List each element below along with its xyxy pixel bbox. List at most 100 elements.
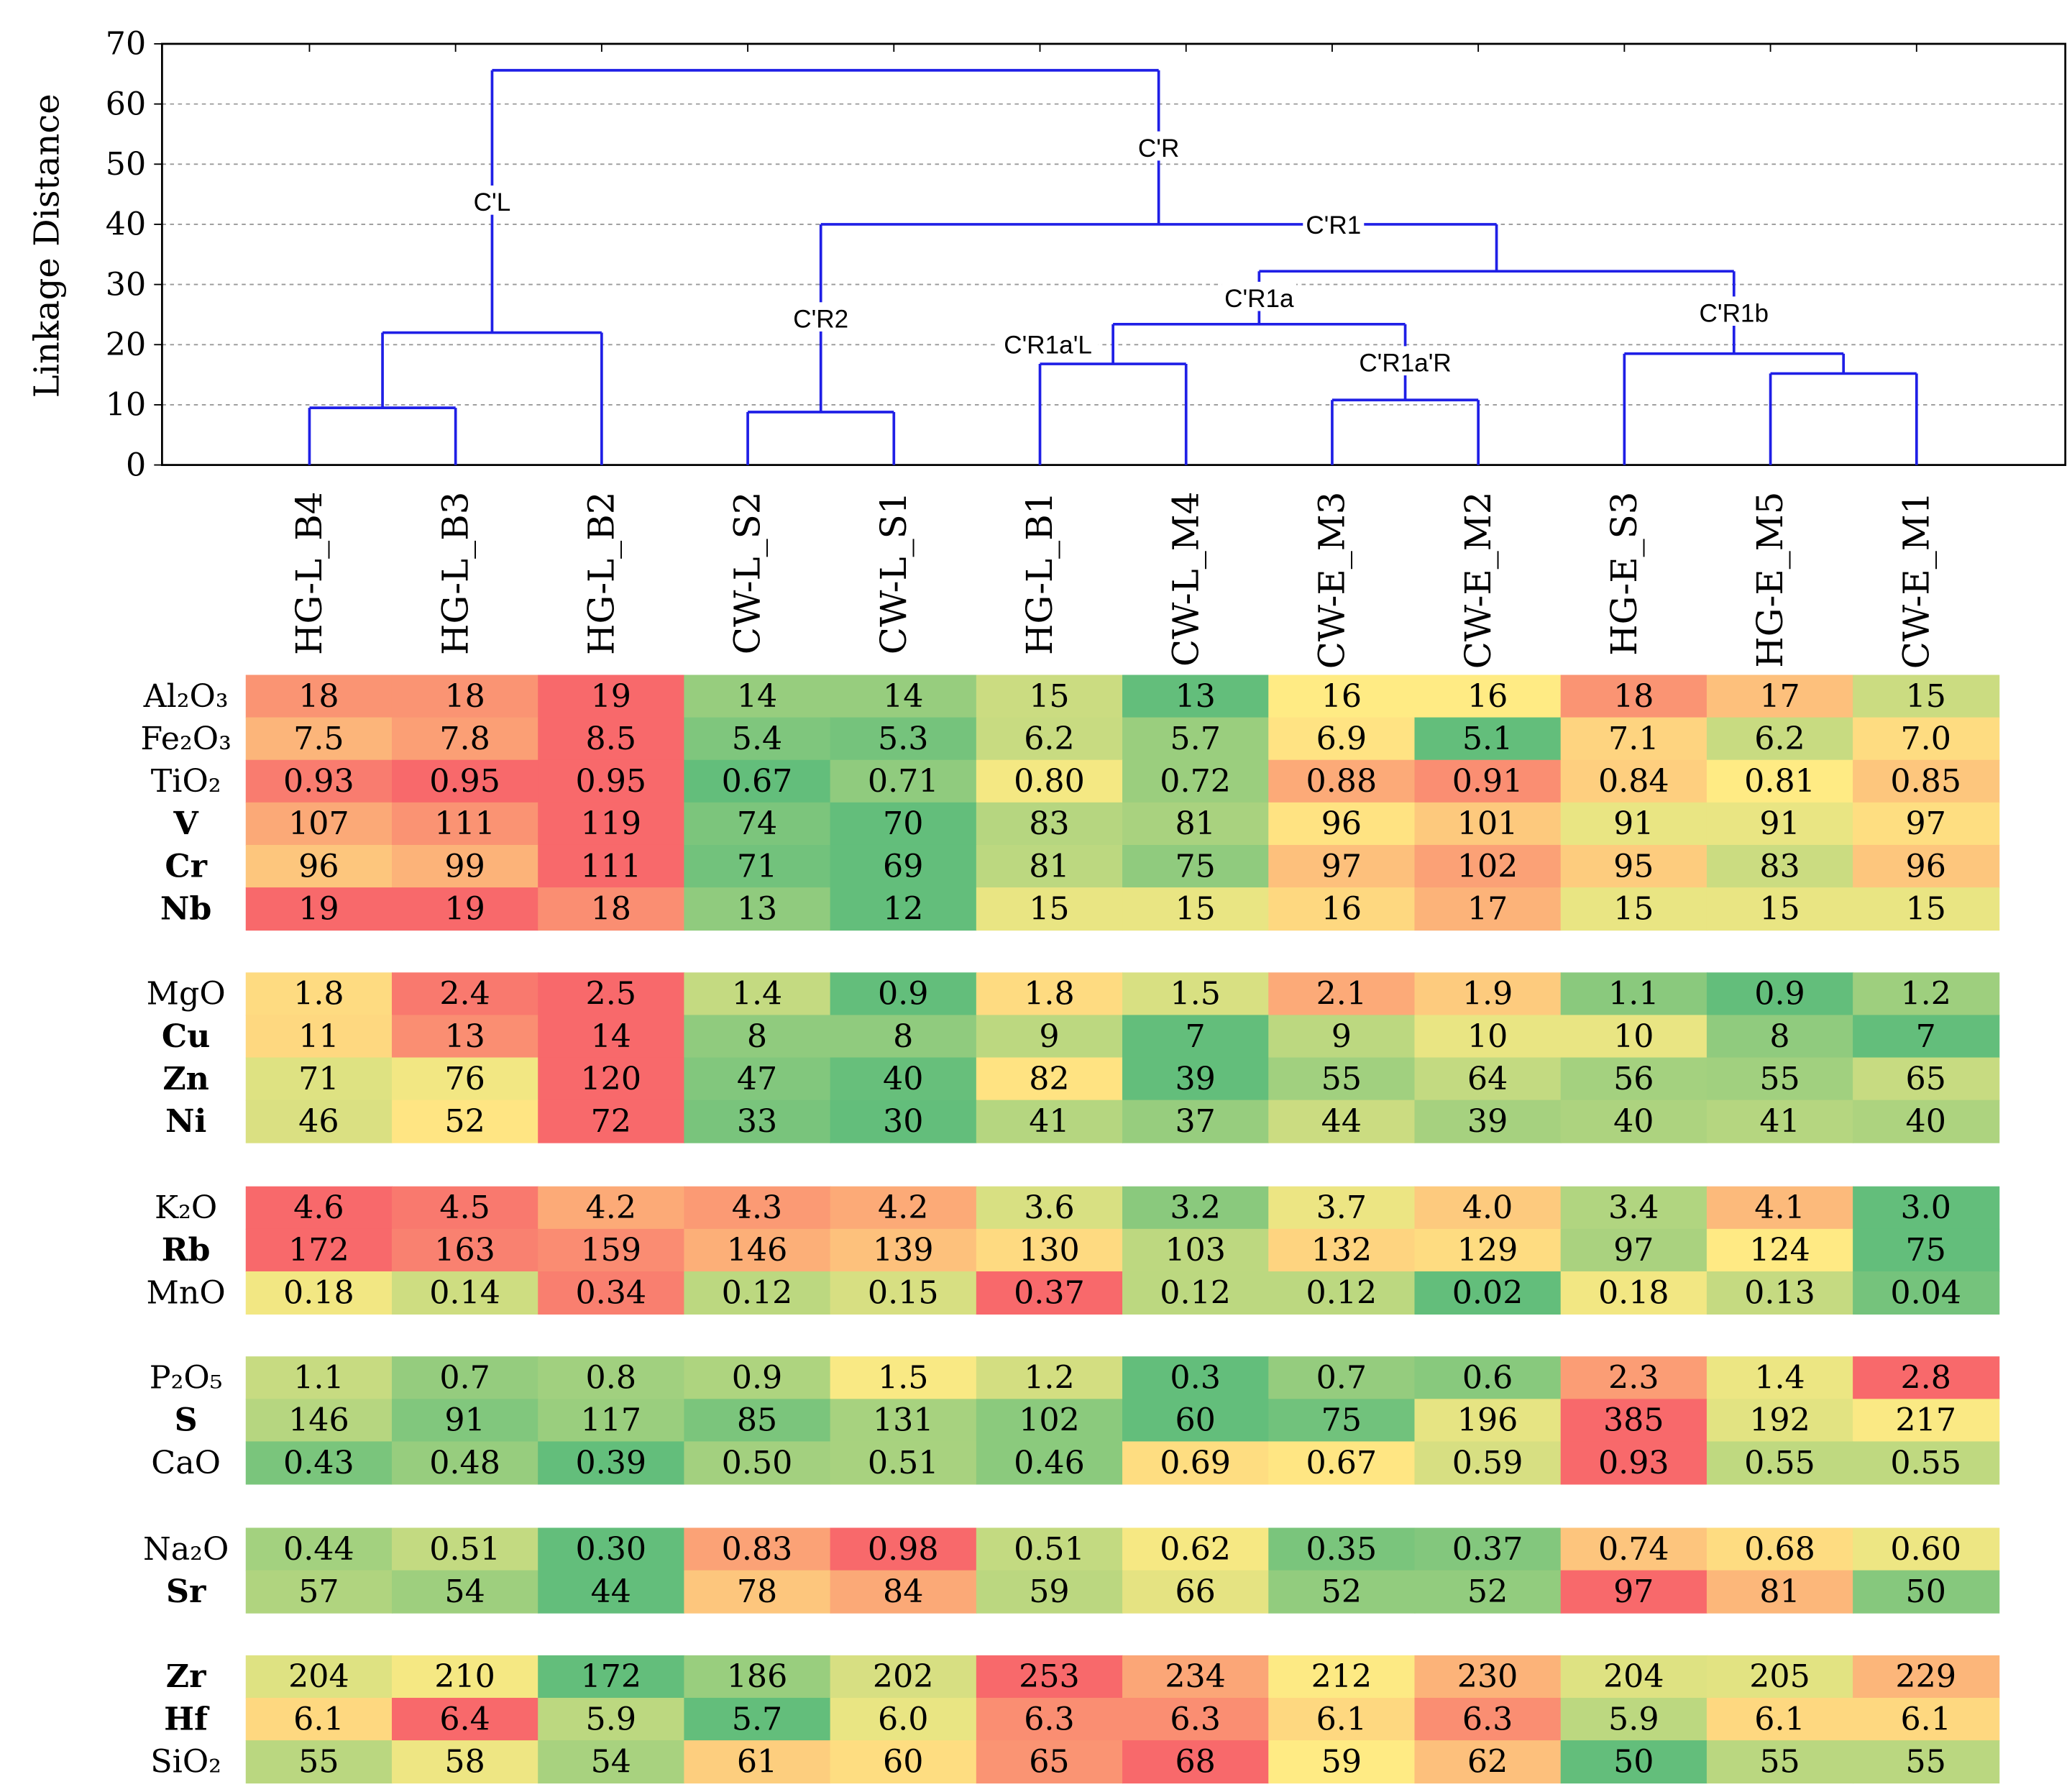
cell-value: 76 (444, 1061, 485, 1097)
cell-value: 129 (1457, 1232, 1518, 1269)
cell-value: 81 (1759, 1573, 1800, 1610)
cell-value: 33 (737, 1103, 777, 1140)
cell-value: 6.4 (439, 1701, 490, 1737)
heatmap-cell (1122, 717, 1270, 761)
cell-value: 0.67 (722, 763, 793, 800)
heatmap-cell (1560, 1570, 1707, 1614)
cluster-label: C'R1b (1700, 299, 1769, 327)
cell-value: 0.98 (868, 1531, 939, 1568)
heatmap-cell (245, 1655, 393, 1699)
heatmap-cell (1122, 1527, 1270, 1571)
cell-value: 0.74 (1598, 1531, 1669, 1568)
cell-value: 50 (1906, 1573, 1946, 1610)
heatmap-cell (245, 887, 393, 931)
heatmap-cell (1853, 1228, 2000, 1272)
cell-value: 7.5 (293, 721, 344, 757)
cell-value: 3.2 (1170, 1189, 1221, 1226)
cell-value: 111 (580, 848, 641, 885)
heatmap-cell (538, 675, 685, 718)
heatmap-cell (830, 1015, 977, 1059)
heatmap-cell (1706, 887, 1854, 931)
heatmap-cell (1853, 1527, 2000, 1571)
leaf-label: HG-L_B2 (580, 492, 622, 655)
row-label: Ni (165, 1102, 206, 1140)
y-tick-label: 0 (126, 447, 146, 483)
heatmap-cell (976, 717, 1123, 761)
heatmap-cell (1706, 1100, 1854, 1143)
heatmap-cell (245, 972, 393, 1016)
cell-value: 0.02 (1452, 1274, 1523, 1311)
cell-value: 0.39 (575, 1445, 646, 1481)
cell-value: 0.69 (1160, 1445, 1231, 1481)
cell-value: 0.6 (1462, 1360, 1513, 1397)
heatmap-cell (538, 759, 685, 803)
cell-value: 17 (1467, 890, 1508, 927)
heatmap-cell (1414, 1100, 1562, 1143)
heatmap-cell (1560, 1100, 1707, 1143)
cell-value: 84 (883, 1573, 923, 1610)
heatmap-cell (1853, 759, 2000, 803)
cell-value: 0.9 (1754, 976, 1805, 1013)
cell-value: 6.1 (293, 1701, 344, 1737)
cell-value: 4.5 (439, 1189, 490, 1226)
cell-value: 0.18 (283, 1274, 354, 1311)
heatmap-row: MgO 1.8 2.4 2.5 1.4 0.9 1.8 1.5 2.1 1.9 1.1 0.9 1.2 (147, 972, 2000, 1016)
row-label: S (175, 1402, 198, 1439)
cell-value: 0.46 (1014, 1445, 1085, 1481)
plot-frame (160, 42, 2067, 466)
heatmap-cell (1706, 759, 1854, 803)
row-label: Zn (162, 1060, 209, 1097)
heatmap-cell (1560, 1655, 1707, 1699)
cell-value: 0.68 (1744, 1531, 1815, 1568)
heatmap-cell (1853, 844, 2000, 888)
heatmap-cell (684, 1057, 831, 1101)
cluster-label-bg (1221, 281, 1297, 311)
heatmap-cell (684, 1228, 831, 1272)
heatmap-cell (538, 1100, 685, 1143)
heatmap-cell (1122, 844, 1270, 888)
heatmap-cell (538, 1570, 685, 1614)
cell-value: 0.18 (1598, 1274, 1669, 1311)
heatmap-cell (976, 1570, 1123, 1614)
heatmap-cell (1122, 802, 1270, 846)
heatmap-cell (538, 1271, 685, 1315)
heatmap-cell (830, 1100, 977, 1143)
heatmap-cell (1706, 972, 1854, 1016)
cell-value: 0.62 (1160, 1531, 1231, 1568)
cell-value: 0.95 (429, 763, 500, 800)
cell-value: 82 (1029, 1061, 1069, 1097)
cell-value: 16 (1321, 890, 1362, 927)
cell-value: 0.51 (1014, 1531, 1085, 1568)
cell-value: 117 (580, 1402, 641, 1439)
cell-value: 0.35 (1306, 1531, 1377, 1568)
heatmap-cell (1268, 844, 1416, 888)
heatmap-cell (1560, 759, 1707, 803)
heatmap-cell (245, 1697, 393, 1742)
heatmap-cell (391, 1186, 539, 1230)
cell-value: 58 (444, 1743, 485, 1780)
heatmap-cell (1268, 717, 1416, 761)
heatmap-cell (684, 972, 831, 1016)
leaf-label: HG-E_M5 (1749, 492, 1791, 668)
cell-value: 55 (1321, 1061, 1362, 1097)
cell-value: 5.7 (732, 1701, 783, 1737)
heatmap-cell (976, 1015, 1123, 1059)
heatmap-cell (1122, 1655, 1270, 1699)
cell-value: 99 (444, 848, 485, 885)
heatmap-cell (1122, 1570, 1270, 1614)
cell-value: 4.0 (1462, 1189, 1513, 1226)
heatmap-cell (976, 1655, 1123, 1699)
cell-value: 18 (1613, 678, 1654, 715)
cell-value: 46 (298, 1103, 339, 1140)
cell-value: 0.84 (1598, 763, 1669, 800)
heatmap-cell (1853, 1740, 2000, 1784)
heatmap-row: Na₂O 0.44 0.51 0.30 0.83 0.98 0.51 0.62 0.35 0.37… (143, 1527, 2000, 1571)
cell-value: 44 (1321, 1103, 1362, 1140)
cell-value: 85 (737, 1402, 777, 1439)
heatmap-row: Ni 46 52 72 33 30 41 37 44 39 40 41 40 (165, 1100, 2000, 1143)
heatmap-row: Zr 204 210 172 186 202 253 234 212 230 204 205 229 (166, 1655, 2000, 1699)
heatmap-cell (391, 1015, 539, 1059)
cell-value: 47 (737, 1061, 777, 1097)
cell-value: 0.7 (1316, 1360, 1367, 1397)
heatmap-cell (391, 759, 539, 803)
